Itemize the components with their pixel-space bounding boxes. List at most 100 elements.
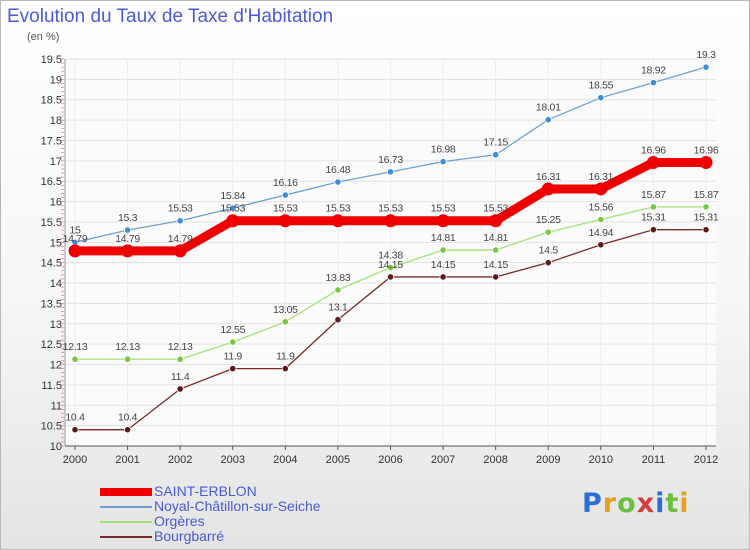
y-tick-label: 14.5: [41, 258, 62, 270]
y-tick-label: 19.5: [41, 54, 62, 66]
data-label: 15.31: [694, 212, 719, 224]
y-tick-label: 16: [50, 197, 62, 209]
legend-label: Bourgbarré: [154, 528, 225, 544]
data-label: 14.81: [483, 232, 508, 244]
x-tick-label: 2009: [536, 454, 560, 466]
data-point: [544, 228, 552, 236]
data-point: [544, 259, 552, 267]
y-tick-label: 17.5: [41, 135, 62, 147]
data-point: [597, 94, 605, 102]
data-point: [229, 364, 237, 373]
y-tick-label: 18.5: [41, 95, 62, 107]
data-point: [436, 214, 450, 228]
data-label: 18.92: [641, 65, 666, 77]
y-tick-label: 18: [50, 115, 62, 127]
data-point: [702, 203, 710, 211]
y-tick-label: 17: [50, 156, 62, 168]
logo-letter: t: [665, 488, 680, 519]
data-point: [492, 246, 500, 254]
data-label: 13.83: [326, 272, 351, 284]
logo-letter: x: [636, 488, 656, 519]
data-label: 16.98: [431, 144, 456, 156]
data-label: 10.4: [65, 412, 85, 424]
data-point: [176, 385, 184, 393]
chart-title: Evolution du Taux de Taxe d'Habitation: [7, 6, 334, 27]
x-tick-label: 2010: [589, 454, 613, 466]
x-tick-label: 2001: [115, 454, 139, 466]
data-point: [281, 191, 289, 199]
data-label: 15.25: [536, 214, 561, 226]
data-point: [281, 318, 289, 326]
data-label: 15.84: [220, 190, 245, 202]
data-label: 15.87: [641, 189, 666, 201]
data-point: [229, 338, 237, 346]
legend-swatch: [100, 521, 152, 523]
data-label: 19.3: [696, 49, 716, 61]
proxiti-logo: Proxiti: [582, 488, 690, 519]
y-tick-label: 19: [50, 74, 62, 86]
data-label: 16.48: [326, 164, 351, 176]
y-tick-label: 12: [50, 360, 62, 372]
data-point: [386, 168, 395, 176]
data-label: 15.53: [431, 203, 456, 215]
data-point: [699, 155, 713, 169]
y-tick-label: 14: [50, 278, 62, 290]
legend-label: Orgères: [154, 513, 205, 529]
data-point: [439, 158, 447, 166]
data-label: 15.3: [118, 212, 138, 224]
y-tick-label: 13.5: [41, 298, 62, 310]
data-label: 12.13: [115, 341, 140, 353]
data-point: [649, 79, 658, 87]
data-point: [334, 286, 342, 294]
data-label: 16.96: [641, 144, 666, 156]
data-point: [439, 273, 447, 281]
data-label: 15.53: [483, 203, 508, 215]
data-point: [702, 63, 710, 71]
data-point: [331, 214, 345, 228]
data-label: 14.15: [378, 259, 403, 271]
y-tick-label: 11.5: [41, 380, 62, 392]
data-point: [334, 178, 342, 186]
data-label: 14.38: [378, 250, 403, 262]
data-label: 16.73: [378, 154, 403, 166]
y-tick-label: 15.5: [41, 217, 62, 229]
data-point: [123, 226, 132, 234]
x-tick-label: 2003: [221, 454, 245, 466]
data-label: 13.05: [273, 304, 298, 316]
data-label: 15.87: [694, 189, 719, 201]
data-point: [597, 215, 605, 224]
data-label: 15.31: [641, 212, 666, 224]
data-label: 18.01: [536, 102, 561, 114]
logo-letter: r: [602, 488, 618, 519]
x-tick-label: 2004: [273, 454, 297, 466]
data-label: 15.53: [273, 203, 298, 215]
data-point: [334, 316, 342, 324]
y-tick-label: 10.5: [41, 421, 62, 433]
data-label: 15.53: [326, 203, 351, 215]
data-point: [71, 426, 79, 434]
logo-letter: i: [655, 488, 666, 519]
data-label: 12.13: [168, 341, 193, 353]
data-label: 17.15: [483, 137, 508, 149]
data-label: 14.79: [63, 233, 88, 245]
logo-letter: P: [582, 488, 603, 519]
data-point: [229, 204, 237, 212]
x-tick-label: 2006: [378, 454, 402, 466]
data-label: 16.31: [588, 171, 613, 183]
x-tick-label: 2012: [694, 454, 718, 466]
data-point: [384, 214, 397, 228]
data-point: [702, 226, 710, 234]
data-point: [649, 226, 658, 234]
data-label: 11.9: [224, 351, 243, 363]
chart-subtitle: (en %): [27, 31, 60, 43]
data-label: 15.56: [588, 202, 613, 214]
data-label: 16.31: [536, 171, 561, 183]
x-tick-label: 2011: [642, 454, 666, 466]
data-label: 16.16: [273, 177, 298, 189]
legend-swatch: [100, 536, 152, 538]
legend-item: Bourgbarré: [100, 529, 400, 544]
data-label: 14.15: [483, 259, 508, 271]
data-point: [176, 217, 184, 225]
data-label: 12.13: [63, 341, 88, 353]
